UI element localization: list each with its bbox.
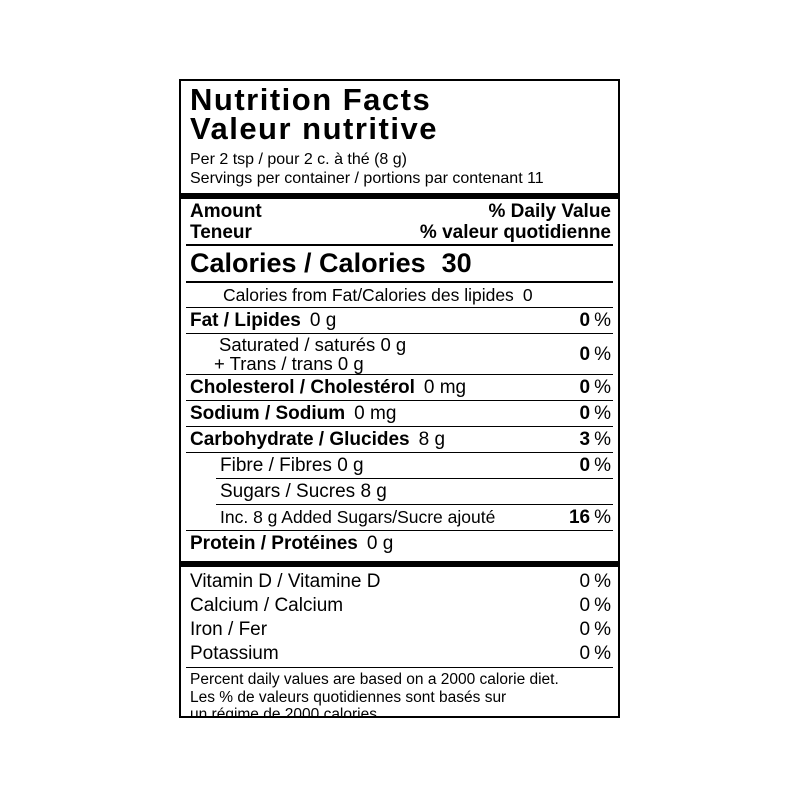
daily-value-label-en: % Daily Value [488, 201, 611, 222]
divider-thin [186, 667, 613, 668]
row-fat: Fat / Lipides 0 g 0% [190, 309, 611, 332]
amount-label-fr: Teneur [190, 222, 252, 243]
row-protein: Protein / Protéines 0 g [190, 532, 611, 556]
fibre-label: Fibre / Fibres 0 g [220, 455, 364, 476]
divider-thin [186, 244, 613, 246]
protein-label: Protein / Protéines [190, 533, 358, 554]
cholesterol-label: Cholesterol / Cholestérol [190, 377, 415, 398]
calories-row: Calories / Calories 30 [190, 247, 611, 280]
percent-sign: % [594, 571, 611, 592]
percent-sign: % [594, 310, 611, 331]
footnote-line-3: un régime de 2000 calories. [190, 706, 382, 718]
row-calories-from-fat: Calories from Fat/Calories des lipides 0 [190, 284, 611, 306]
divider-thin [186, 426, 613, 427]
row-potassium: Potassium 0% [190, 642, 611, 666]
percent-sign: % [594, 595, 611, 616]
iron-daily-value: 0% [579, 619, 611, 640]
calcium-daily-value: 0% [579, 595, 611, 616]
sodium-amount: 0 mg [354, 403, 397, 424]
percent-sign: % [594, 403, 611, 424]
protein-amount: 0 g [366, 533, 394, 554]
sodium-daily-value: 0% [579, 403, 611, 424]
added-sugars-label: Inc. 8 g Added Sugars/Sucre ajouté [220, 507, 496, 527]
carbohydrate-daily-value: 3% [579, 429, 611, 450]
row-fibre: Fibre / Fibres 0 g 0% [190, 454, 611, 477]
fat-daily-value: 0% [579, 310, 611, 331]
percent-sign: % [594, 343, 611, 365]
sugars-label: Sugars / Sucres 8 g [220, 481, 387, 502]
percent-sign: % [594, 377, 611, 398]
footnote: Percent daily values are based on a 2000… [190, 671, 611, 718]
cholesterol-daily-value: 0% [579, 377, 611, 398]
divider-thin [186, 530, 613, 531]
calories-value: 30 [441, 248, 472, 278]
trans-label: + Trans / trans 0 g [214, 353, 364, 374]
divider-thin-indented [216, 478, 613, 479]
row-added-sugars: Inc. 8 g Added Sugars/Sucre ajouté 16% [190, 506, 611, 529]
percent-sign: % [594, 507, 611, 528]
serving-size-line: Per 2 tsp / pour 2 c. à thé (8 g) [190, 151, 407, 168]
divider-thin [186, 374, 613, 375]
column-header-english: Amount % Daily Value [190, 201, 611, 222]
divider-thick-top [181, 193, 618, 199]
footnote-line-1: Percent daily values are based on a 2000… [190, 671, 559, 688]
potassium-daily-value: 0% [579, 643, 611, 664]
fibre-daily-value: 0% [579, 455, 611, 476]
row-carbohydrate: Carbohydrate / Glucides 8 g 3% [190, 428, 611, 451]
divider-thin [186, 452, 613, 453]
fat-amount: 0 g [309, 310, 337, 331]
calories-from-fat-label: Calories from Fat/Calories des lipides [223, 285, 514, 305]
footnote-line-2: Les % de valeurs quotidiennes sont basés… [190, 688, 507, 706]
sodium-label: Sodium / Sodium [190, 403, 346, 424]
nutrition-facts-label: Nutrition Facts Valeur nutritive Per 2 t… [179, 79, 620, 718]
amount-label-en: Amount [190, 201, 262, 222]
saturated-trans-daily-value: 0% [579, 343, 611, 365]
percent-sign: % [594, 643, 611, 664]
row-sodium: Sodium / Sodium 0 mg 0% [190, 402, 611, 425]
added-sugars-daily-value: 16% [568, 507, 611, 528]
percent-sign: % [594, 619, 611, 640]
calories-from-fat-value: 0 [522, 285, 533, 305]
row-cholesterol: Cholesterol / Cholestérol 0 mg 0% [190, 376, 611, 399]
potassium-label: Potassium [190, 643, 279, 664]
divider-thick-bottom [181, 561, 618, 567]
row-saturated-trans: Saturated / saturés 0 g + Trans / trans … [190, 335, 611, 373]
title-french: Valeur nutritive [190, 111, 438, 146]
carbohydrate-label: Carbohydrate / Glucides [190, 429, 410, 450]
cholesterol-amount: 0 mg [423, 377, 467, 398]
daily-value-label-fr: % valeur quotidienne [419, 222, 611, 243]
row-vitamin-d: Vitamin D / Vitamine D 0% [190, 570, 611, 594]
divider-thin [186, 281, 613, 283]
percent-sign: % [594, 429, 611, 450]
calcium-label: Calcium / Calcium [190, 595, 344, 616]
vitamin-d-daily-value: 0% [579, 571, 611, 592]
carbohydrate-amount: 8 g [418, 429, 446, 450]
iron-label: Iron / Fer [190, 619, 268, 640]
divider-thin [186, 333, 613, 334]
row-sugars: Sugars / Sucres 8 g [190, 480, 611, 503]
column-header-french: Teneur % valeur quotidienne [190, 222, 611, 243]
servings-per-container-line: Servings per container / portions par co… [190, 170, 544, 187]
fat-label: Fat / Lipides [190, 310, 301, 331]
percent-sign: % [594, 455, 611, 476]
row-calcium: Calcium / Calcium 0% [190, 594, 611, 618]
calories-label: Calories / Calories [190, 248, 426, 278]
divider-thin [186, 307, 613, 308]
divider-thin [186, 400, 613, 401]
divider-thin-indented [216, 504, 613, 505]
micronutrient-section: Vitamin D / Vitamine D 0% Calcium / Calc… [190, 570, 611, 666]
vitamin-d-label: Vitamin D / Vitamine D [190, 571, 381, 592]
saturated-label: Saturated / saturés 0 g [219, 334, 407, 355]
title-english: Nutrition Facts [190, 82, 432, 117]
row-iron: Iron / Fer 0% [190, 618, 611, 642]
